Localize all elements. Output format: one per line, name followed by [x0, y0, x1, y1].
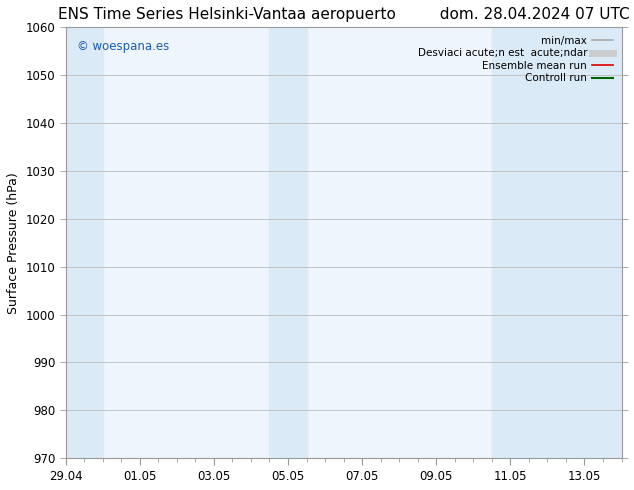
Text: © woespana.es: © woespana.es — [77, 40, 169, 53]
Bar — [47, 27, 103, 458]
Bar — [269, 27, 306, 458]
Bar — [492, 27, 634, 458]
Title: ENS Time Series Helsinki-Vantaa aeropuerto         dom. 28.04.2024 07 UTC: ENS Time Series Helsinki-Vantaa aeropuer… — [58, 7, 630, 22]
Legend: min/max, Desviaci acute;n est  acute;ndar, Ensemble mean run, Controll run: min/max, Desviaci acute;n est acute;ndar… — [415, 32, 616, 87]
Y-axis label: Surface Pressure (hPa): Surface Pressure (hPa) — [7, 172, 20, 314]
